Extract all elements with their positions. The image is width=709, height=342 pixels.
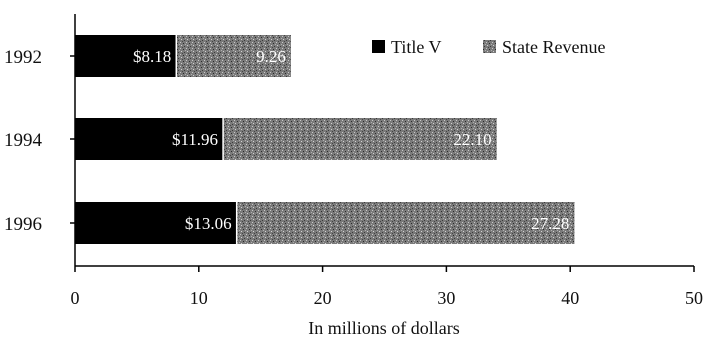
bar-data-label: 22.10 xyxy=(453,130,491,149)
x-tick-label: 10 xyxy=(190,288,208,308)
bar-state-revenue xyxy=(176,35,291,77)
bar-data-label: $8.18 xyxy=(133,47,171,66)
bar-state-revenue xyxy=(223,118,497,160)
bar-data-label: $11.96 xyxy=(172,130,218,149)
data-labels: $8.18 9.26 $11.96 22.10 $13.06 27.28 xyxy=(133,47,569,233)
bar-state-revenue xyxy=(236,202,575,244)
x-tick-label: 30 xyxy=(437,288,455,308)
legend-state-revenue-label: State Revenue xyxy=(502,37,605,57)
x-axis-title: In millions of dollars xyxy=(308,318,460,338)
x-tick-label: 0 xyxy=(71,288,80,308)
x-tick-label: 20 xyxy=(314,288,332,308)
y-category-label: 1992 xyxy=(4,47,42,68)
bars xyxy=(75,35,575,244)
legend-title-v-label: Title V xyxy=(391,37,442,57)
legend-state-revenue-swatch xyxy=(483,40,496,53)
x-tick-label: 50 xyxy=(685,288,703,308)
legend-title-v-swatch xyxy=(372,40,385,53)
y-category-label: 1996 xyxy=(4,214,42,235)
x-axis-ticks: 0 10 20 30 40 50 xyxy=(71,266,703,308)
bar-data-label: $13.06 xyxy=(185,214,232,233)
bar-data-label: 27.28 xyxy=(531,214,569,233)
legend: Title V State Revenue xyxy=(372,37,605,57)
bar-title-v xyxy=(75,202,237,244)
y-category-label: 1994 xyxy=(4,130,43,151)
y-axis-category-labels: 1992 1994 1996 xyxy=(4,47,75,235)
bar-title-v xyxy=(75,35,177,77)
x-tick-label: 40 xyxy=(561,288,579,308)
bar-title-v xyxy=(75,118,224,160)
bar-data-label: 9.26 xyxy=(256,47,286,66)
